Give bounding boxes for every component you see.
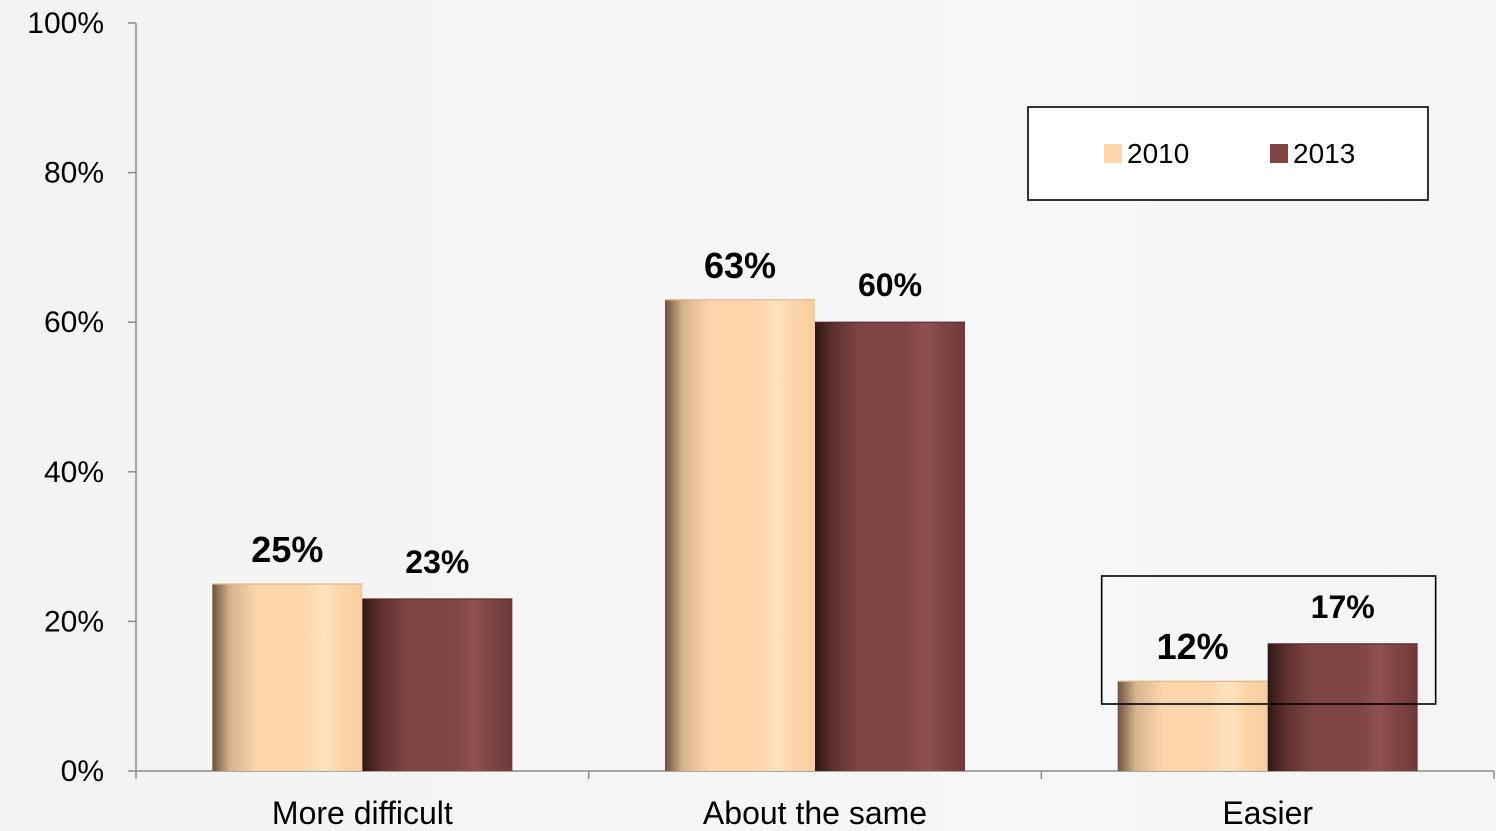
bar-2010-more-difficult	[212, 584, 363, 771]
y-tick-label: 40%	[44, 456, 104, 489]
data-labels: 25% 63% 12% 23% 60% 17%	[251, 245, 1437, 705]
data-label: 12%	[1157, 626, 1229, 667]
legend-swatch-2013	[1270, 144, 1288, 163]
legend-swatch-2010	[1104, 144, 1122, 163]
legend-label-2010: 2010	[1127, 138, 1189, 169]
bar-2010-easier	[1117, 681, 1268, 771]
x-category-label: About the same	[703, 795, 927, 831]
y-tick-label: 0%	[61, 755, 104, 788]
y-tick-label: 80%	[44, 157, 104, 190]
data-label: 63%	[704, 245, 776, 286]
bar-2013-easier	[1267, 643, 1418, 771]
x-category-label: More difficult	[272, 795, 453, 831]
bars	[212, 299, 1418, 771]
legend: 2010 2013	[1027, 106, 1429, 201]
y-tick-label: 100%	[27, 7, 104, 40]
bar-2013-about-the-same	[815, 322, 965, 771]
legend-box	[1027, 106, 1429, 201]
highlight-box	[1100, 575, 1437, 705]
x-category-label: Easier	[1222, 795, 1313, 831]
data-label: 23%	[405, 544, 469, 580]
data-label: 25%	[251, 529, 323, 570]
axes: 0% 20% 40% 60% 80% 100% More difficult About th…	[27, 7, 1495, 831]
data-label: 60%	[858, 267, 922, 303]
bar-2013-more-difficult	[362, 598, 513, 771]
data-label: 17%	[1311, 589, 1375, 625]
bar-2010-about-the-same	[665, 299, 815, 771]
y-tick-label: 20%	[44, 605, 104, 638]
y-tick-label: 60%	[44, 306, 104, 339]
legend-label-2013: 2013	[1293, 138, 1355, 169]
